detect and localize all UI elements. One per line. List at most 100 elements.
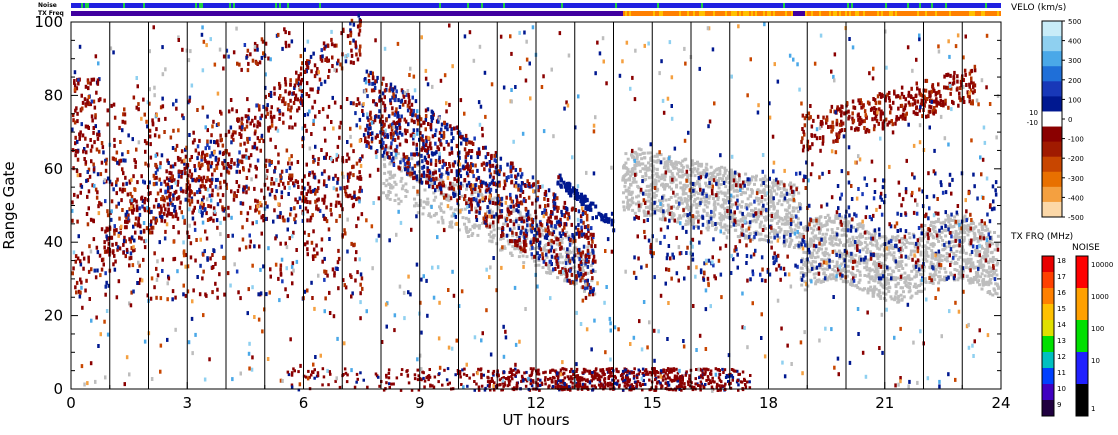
echo-cell	[746, 197, 750, 201]
echo-cell	[352, 38, 355, 43]
echo-cell	[813, 218, 817, 222]
echo-cell	[287, 181, 290, 186]
echo-cell	[868, 250, 872, 254]
txfreq-segment	[877, 11, 879, 16]
echo-cell	[812, 228, 816, 232]
echo-cell	[715, 168, 718, 172]
noise-segment	[303, 3, 305, 8]
echo-cell	[352, 173, 355, 178]
echo-cell	[802, 272, 806, 275]
noise-segment	[79, 3, 81, 8]
echo-cell	[865, 265, 869, 269]
txfreq-segment	[405, 11, 407, 16]
echo-cell	[264, 201, 267, 206]
echo-cell	[289, 98, 292, 103]
noise-segment	[299, 3, 301, 8]
echo-cell	[293, 183, 296, 188]
txfreq-segment	[213, 11, 215, 16]
echo-cell	[686, 173, 690, 177]
echo-cell	[503, 216, 507, 220]
echo-cell	[748, 180, 752, 184]
txfreq-segment	[593, 11, 595, 16]
echo-cell	[95, 245, 99, 250]
echo-cell	[701, 170, 705, 174]
echo-cell	[153, 176, 156, 181]
echo-cell	[222, 66, 225, 71]
echo-cell	[134, 164, 137, 169]
txfreq-segment	[153, 11, 155, 16]
echo-cell	[841, 252, 845, 256]
echo-cell	[256, 124, 259, 129]
echo-cell	[112, 156, 116, 161]
echo-cell	[868, 267, 872, 271]
echo-cell	[388, 172, 392, 176]
echo-cell	[911, 232, 915, 236]
txfreq-segment	[375, 11, 377, 16]
echo-cell	[907, 290, 911, 294]
echo-cell	[780, 191, 784, 195]
echo-cell	[898, 256, 902, 259]
echo-cell	[118, 159, 121, 164]
echo-cell	[749, 212, 753, 216]
noise-segment	[145, 3, 147, 8]
echo-cell	[98, 77, 101, 82]
echo-cell	[247, 61, 250, 66]
echo-cell	[704, 200, 708, 203]
echo-cell	[718, 216, 722, 220]
echo-cell	[991, 293, 995, 297]
echo-cell	[676, 217, 680, 221]
txfreq-segment	[255, 11, 257, 16]
echo-cell	[245, 124, 249, 129]
echo-cell	[926, 229, 930, 233]
echo-cell	[793, 228, 797, 232]
txfreq-segment	[169, 11, 171, 16]
echo-cell	[726, 188, 730, 192]
echo-cell	[855, 241, 859, 245]
echo-cell	[336, 61, 339, 66]
echo-cell	[837, 249, 841, 253]
noise-segment	[587, 3, 589, 8]
echo-cell	[952, 218, 956, 222]
echo-cell	[343, 228, 346, 233]
noise-segment	[351, 3, 353, 8]
echo-cell	[447, 198, 451, 202]
echo-cell	[153, 251, 156, 256]
echo-cell	[210, 180, 213, 185]
echo-cell	[96, 78, 100, 83]
echo-cell	[912, 285, 916, 289]
noise-segment	[939, 3, 941, 8]
echo-cell	[238, 159, 241, 164]
echo-cell	[274, 236, 277, 241]
echo-cell	[131, 209, 134, 213]
echo-cell	[106, 108, 109, 113]
noise-segment	[707, 3, 709, 8]
echo-cell	[938, 275, 942, 279]
noise-segment	[329, 3, 331, 8]
txfreq-segment	[875, 11, 877, 16]
noise-segment	[659, 3, 661, 8]
txfreq-segment	[743, 11, 745, 16]
txfreq-segment	[543, 11, 545, 16]
echo-cell	[539, 226, 543, 229]
echo-cell	[897, 300, 901, 304]
noise-segment	[323, 3, 325, 8]
echo-cell	[758, 190, 762, 194]
echo-cell	[627, 189, 631, 193]
echo-cell	[971, 261, 975, 265]
echo-cell	[861, 226, 865, 230]
echo-cell	[170, 178, 173, 183]
echo-cell	[980, 244, 983, 248]
noise-segment	[899, 3, 901, 8]
echo-cell	[137, 216, 141, 221]
noise-segment	[527, 3, 529, 8]
txfreq-segment	[801, 11, 803, 16]
echo-cell	[227, 234, 230, 238]
echo-cell	[383, 171, 387, 175]
echo-cell	[427, 212, 431, 216]
echo-cell	[318, 208, 322, 213]
noise-segment	[535, 3, 537, 8]
echo-cell	[635, 157, 639, 161]
echo-cell	[114, 157, 117, 162]
echo-cell	[212, 265, 215, 269]
txfreq-segment	[469, 11, 471, 16]
